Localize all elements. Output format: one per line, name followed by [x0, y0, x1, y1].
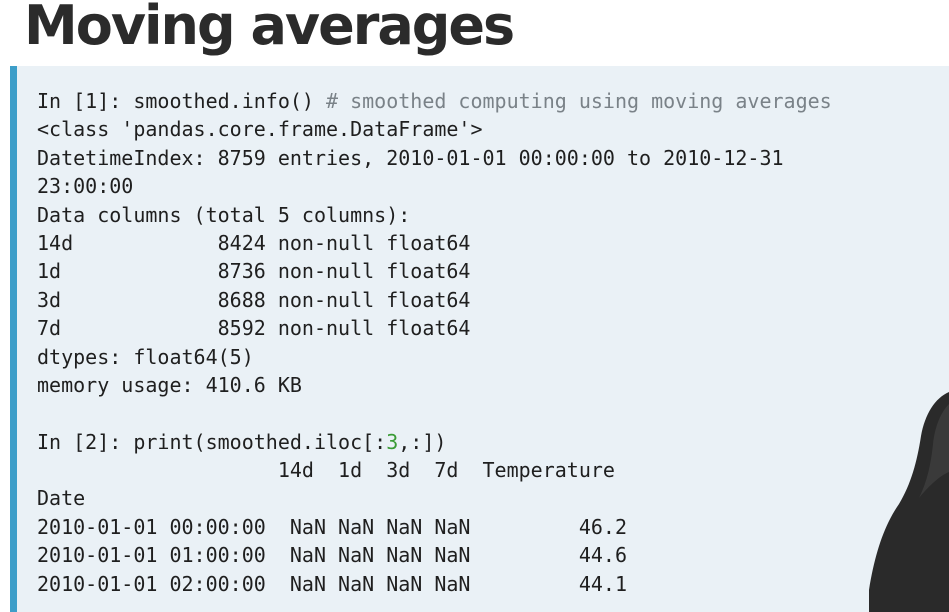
- output-line: 3d 8688 non-null float64: [37, 287, 471, 312]
- output-line: memory usage: 410.6 KB: [37, 372, 302, 397]
- output-line: Data columns (total 5 columns):: [37, 202, 411, 227]
- cell2-code-before: print(smoothed.iloc[:: [133, 429, 387, 454]
- table-header-line: 14d 1d 3d 7d Temperature: [37, 458, 615, 483]
- cell1-prompt: In [1]:: [37, 89, 134, 113]
- table-row: 2010-01-01 02:00:00 NaN NaN NaN NaN 44.1: [37, 571, 628, 596]
- code-panel: In [1]: smoothed.info() # smoothed compu…: [10, 66, 949, 612]
- presenter-image: [869, 392, 949, 612]
- output-line: <class 'pandas.core.frame.DataFrame'>: [37, 117, 483, 142]
- code-block: In [1]: smoothed.info() # smoothed compu…: [37, 87, 832, 598]
- slide-title: Moving averages: [24, 0, 515, 57]
- output-line: 14d 8424 non-null float64: [37, 230, 471, 255]
- table-row: 2010-01-01 01:00:00 NaN NaN NaN NaN 44.6: [37, 543, 628, 568]
- cell1-input-line: In [1]: smoothed.info() # smoothed compu…: [37, 87, 832, 115]
- table-row: 2010-01-01 00:00:00 NaN NaN NaN NaN 46.2: [37, 514, 628, 539]
- cell1-comment: # smoothed computing using moving averag…: [325, 89, 832, 113]
- output-line: 7d 8592 non-null float64: [37, 316, 471, 341]
- output-line: 1d 8736 non-null float64: [37, 259, 471, 284]
- output-line: dtypes: float64(5): [37, 344, 254, 369]
- cell2-prompt: In [2]:: [37, 429, 134, 454]
- table-index-name: Date: [37, 486, 86, 511]
- panel-accent-bar: [10, 66, 17, 612]
- blank-line: [37, 399, 832, 427]
- cell2-code-after: ,:]): [398, 429, 447, 454]
- output-line: DatetimeIndex: 8759 entries, 2010-01-01 …: [37, 145, 784, 170]
- cell2-input-line: In [2]: print(smoothed.iloc[:3,:]): [37, 428, 832, 456]
- cell2-code-number: 3: [386, 429, 399, 454]
- output-line: 23:00:00: [37, 174, 134, 199]
- cell1-code: smoothed.info(): [133, 89, 326, 113]
